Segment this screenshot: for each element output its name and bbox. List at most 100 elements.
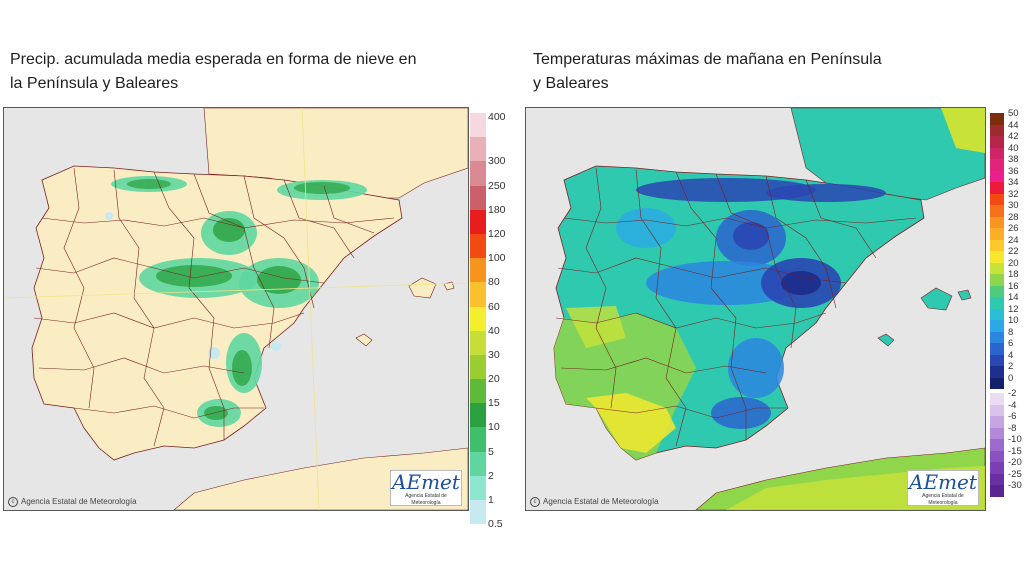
legend-swatch [990, 485, 1004, 497]
legend-swatch [470, 137, 486, 162]
legend-label: -10 [1008, 434, 1022, 445]
legend-swatch [990, 297, 1004, 309]
temperature-legend-entry: 10 [990, 315, 1024, 332]
temperature-legend-entry: 8 [990, 327, 1024, 343]
temperature-legend-entry: 38 [990, 154, 1024, 171]
legend-label: 42 [1008, 131, 1019, 142]
legend-swatch [990, 136, 1004, 148]
snow-legend-entry: 30 [470, 330, 518, 361]
legend-swatch [470, 500, 486, 525]
legend-swatch [990, 228, 1004, 240]
legend-label: -8 [1008, 422, 1017, 434]
snow-legend-entry: 40 [470, 306, 518, 337]
graticule-lines [4, 108, 468, 510]
legend-label: -6 [1008, 411, 1017, 422]
snow-legend-entry: 10 [470, 403, 518, 433]
temperature-legend-entry: -20 [990, 457, 1024, 474]
legend-swatch [990, 251, 1004, 263]
legend-label: 10 [1008, 315, 1019, 326]
max-temperature-map: c Agencia Estatal de Meteorología AEmet A… [525, 107, 986, 511]
temperature-legend-entry: 44 [990, 120, 1024, 136]
legend-label: 20 [1008, 257, 1019, 269]
legend-swatch [990, 239, 1004, 251]
legend-swatch [990, 147, 1004, 159]
temperature-legend-entry: -8 [990, 423, 1024, 439]
temperature-legend-entry: -6 [990, 411, 1024, 428]
temperature-legend-entry: 18 [990, 269, 1024, 286]
legend-swatch [990, 182, 1004, 194]
legend-label: -2 [1008, 388, 1017, 399]
legend-swatch [990, 427, 1004, 439]
legend-swatch [990, 331, 1004, 343]
legend-swatch [470, 161, 486, 186]
legend-swatch [990, 124, 1004, 136]
map-credit: c Agencia Estatal de Meteorología [8, 497, 137, 507]
temperature-legend-entry: -15 [990, 446, 1024, 462]
snow-map-canvas [4, 108, 468, 510]
legend-label: -15 [1008, 445, 1022, 457]
legend-swatch [990, 216, 1004, 228]
aemet-logo-right: AEmet Agencia Estatal de Meteorología [907, 470, 979, 506]
temperature-legend-entry: 32 [990, 189, 1024, 205]
legend-label: 0 [1008, 372, 1014, 384]
temperature-legend-entry: 4 [990, 350, 1024, 366]
temperature-legend: 50 44 42 40 38 36 34 32 30 28 26 24 22 20 18 16 14 12 10 8 6… [990, 108, 1024, 497]
legend-label: -20 [1008, 457, 1022, 468]
legend-label: 6 [1008, 338, 1014, 349]
legend-label: 250 [488, 179, 506, 192]
legend-swatch [990, 377, 1004, 389]
legend-swatch [990, 404, 1004, 416]
legend-swatch [470, 306, 486, 331]
temperature-legend-entry: 2 [990, 361, 1024, 378]
snow-legend-entry: 80 [470, 258, 518, 288]
temperature-legend-entry: 24 [990, 235, 1024, 251]
legend-swatch [990, 159, 1004, 171]
legend-label: 12 [1008, 303, 1019, 315]
legend-label: 22 [1008, 246, 1019, 257]
legend-swatch [470, 113, 486, 138]
legend-label: 18 [1008, 269, 1019, 280]
temperature-legend-entry: 34 [990, 177, 1024, 194]
legend-swatch [470, 282, 486, 307]
legend-label: 10 [488, 421, 500, 434]
snow-legend-entry: 120 [470, 209, 518, 240]
snow-legend-entry: 400 [470, 111, 518, 138]
temperature-legend-entry: -30 [990, 480, 1024, 497]
legend-swatch [990, 320, 1004, 332]
legend-label: 16 [1008, 280, 1019, 292]
legend-swatch [990, 285, 1004, 297]
legend-label: 30 [488, 348, 500, 361]
legend-label: 15 [488, 397, 500, 410]
legend-swatch [990, 354, 1004, 366]
legend-label: 50 [1008, 108, 1019, 119]
legend-swatch [990, 462, 1004, 474]
temperature-legend-entry: -4 [990, 400, 1024, 416]
legend-label: 2 [488, 469, 494, 482]
province-borders-right [555, 167, 917, 447]
legend-label: 60 [488, 300, 500, 313]
temperature-legend-entry: -25 [990, 469, 1024, 485]
legend-label: 40 [1008, 142, 1019, 154]
legend-swatch [470, 330, 486, 355]
legend-swatch [470, 403, 486, 428]
snow-legend: 400 300 250 180 120 100 80 60 40 30 20 15 10 5 2 1 0.5 [470, 111, 518, 530]
legend-label: 44 [1008, 119, 1019, 131]
legend-label: -4 [1008, 399, 1017, 411]
legend-label: 120 [488, 227, 506, 240]
snow-accumulation-areas [105, 176, 367, 427]
legend-swatch [990, 450, 1004, 462]
temperature-legend-entry: 28 [990, 212, 1024, 228]
legend-swatch [470, 427, 486, 452]
temperature-map-canvas [526, 108, 985, 510]
legend-swatch [470, 354, 486, 380]
legend-label: 30 [1008, 200, 1019, 211]
legend-swatch [470, 185, 486, 210]
snow-legend-entry: 20 [470, 354, 518, 385]
legend-label: 26 [1008, 223, 1019, 234]
legend-swatch [470, 451, 486, 476]
temperature-legend-entry: 40 [990, 143, 1024, 159]
legend-label: 2 [1008, 361, 1014, 372]
temperature-legend-entry: -2 [990, 388, 1024, 405]
legend-label: 180 [488, 203, 506, 216]
legend-label: 14 [1008, 292, 1019, 303]
